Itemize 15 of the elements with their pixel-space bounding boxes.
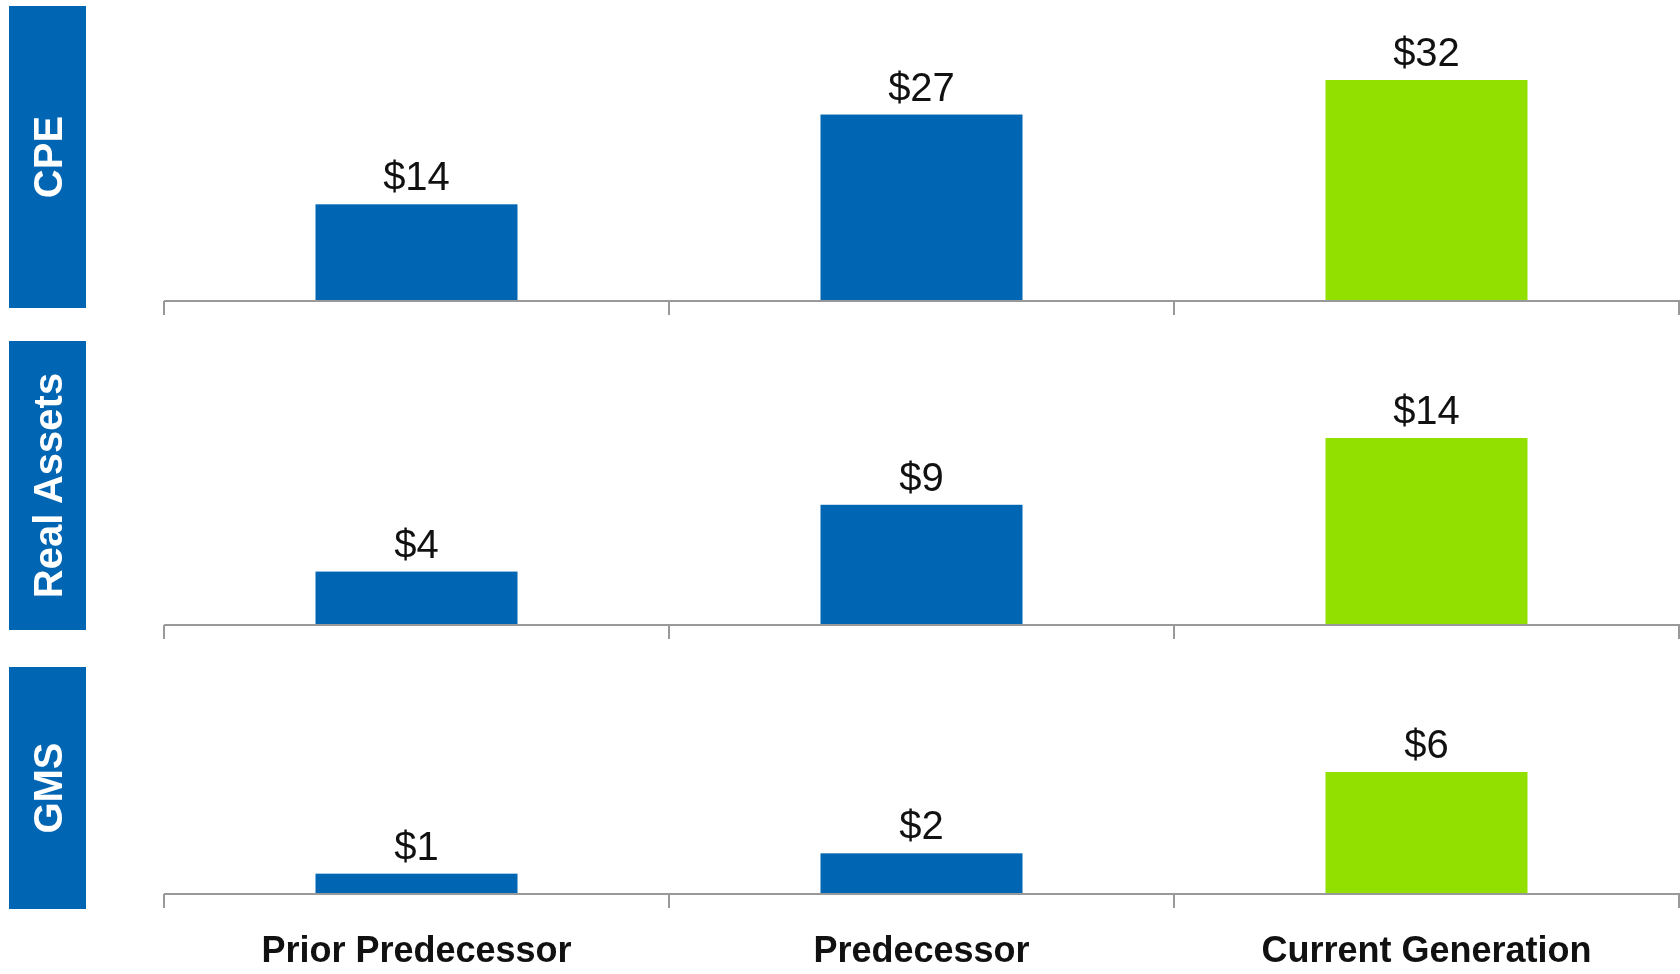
data-label: $32 xyxy=(1393,30,1460,74)
data-label: $9 xyxy=(899,454,944,499)
data-label: $4 xyxy=(394,521,439,566)
y-axis-title: CPE xyxy=(25,115,70,199)
x-tick-label: Prior Predecessor xyxy=(261,929,572,970)
data-label: $1 xyxy=(394,823,439,868)
x-tick-label: Current Generation xyxy=(1261,929,1592,970)
x-tick-label: Predecessor xyxy=(813,929,1030,970)
data-label: $27 xyxy=(888,64,955,109)
y-axis-title: GMS xyxy=(25,742,70,834)
data-label: $6 xyxy=(1404,722,1449,766)
y-axis-title: Real Assets xyxy=(25,372,70,599)
data-label: $2 xyxy=(899,803,944,848)
data-label: $14 xyxy=(1393,388,1460,432)
data-label: $14 xyxy=(383,154,450,199)
